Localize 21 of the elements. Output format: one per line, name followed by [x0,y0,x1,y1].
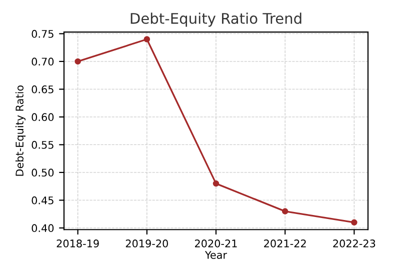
y-tick-label: 0.50 [32,168,54,177]
x-tick-label: 2022-23 [333,240,376,248]
y-tick-label: 0.75 [32,30,54,38]
point [74,58,81,65]
y-tick-label: 0.55 [32,140,54,149]
y-tick-label: 0.70 [32,58,54,66]
point [212,180,220,187]
point [351,219,358,226]
y-tick-label: 0.40 [32,224,54,232]
x-axis-title: Year [204,251,228,259]
chart-title: Debt-Equity Ratio Trend [130,12,302,27]
y-tick-label: 0.60 [32,113,54,122]
point [144,36,150,42]
point [282,208,288,214]
x-tick-label: 2020-21 [195,240,237,248]
y-tick-label: 0.45 [32,196,54,204]
x-tick-label: 2018-19 [56,240,99,248]
y-axis-title: Debt-Equity Ratio [15,85,26,176]
y-tick-label: 0.65 [32,85,54,94]
x-tick-label: 2021-22 [264,240,306,248]
x-tick-label: 2019-20 [126,240,168,248]
